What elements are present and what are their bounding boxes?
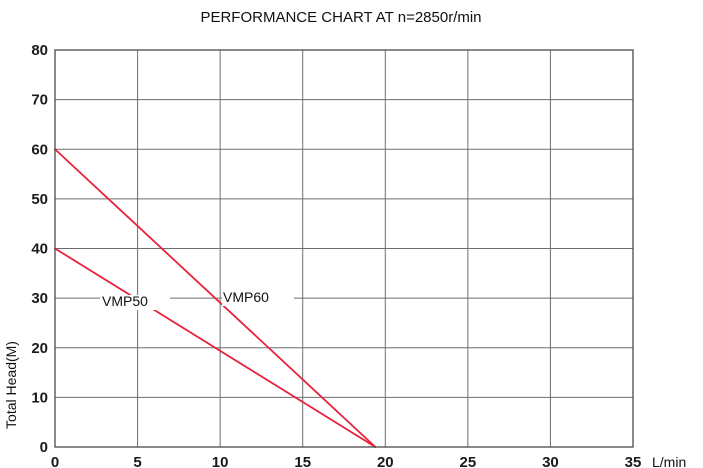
y-tick-label: 10 — [31, 389, 48, 406]
grid — [54, 49, 634, 448]
x-axis-label: L/min — [652, 454, 686, 468]
y-tick-label: 30 — [31, 290, 48, 307]
x-tick-label: 30 — [542, 454, 559, 468]
y-tick-label: 0 — [40, 439, 48, 456]
y-tick-label: 70 — [31, 92, 48, 109]
series-label-background — [222, 291, 294, 306]
x-tick-label: 15 — [294, 454, 311, 468]
y-tick-label: 60 — [31, 141, 48, 158]
series-label-vmp50: VMP50 — [102, 293, 148, 309]
series-label-background — [100, 295, 170, 310]
series-label-vmp60: VMP60 — [223, 289, 269, 305]
x-tick-label: 10 — [212, 454, 229, 468]
tick-labels: 0 5 10 15 20 25 30 35 0 10 20 30 40 50 60 70 80 — [31, 42, 641, 468]
series-line-vmp50 — [54, 247, 377, 448]
x-tick-label: 5 — [133, 454, 141, 468]
y-axis-label: Total Head(M) — [3, 341, 19, 429]
x-tick-label: 20 — [377, 454, 394, 468]
y-tick-label: 50 — [31, 191, 48, 208]
series-line-vmp60 — [54, 148, 377, 448]
plot-area-border — [54, 49, 634, 448]
x-tick-label: 35 — [625, 454, 642, 468]
x-tick-label: 0 — [51, 454, 59, 468]
y-tick-label: 40 — [31, 241, 48, 258]
series-labels: VMP50 VMP60 — [100, 289, 294, 310]
series-lines — [54, 148, 377, 448]
y-tick-label: 20 — [31, 340, 48, 357]
y-tick-label: 80 — [31, 42, 48, 59]
chart-title: PERFORMANCE CHART AT n=2850r/min — [200, 9, 481, 26]
x-tick-label: 25 — [460, 454, 477, 468]
